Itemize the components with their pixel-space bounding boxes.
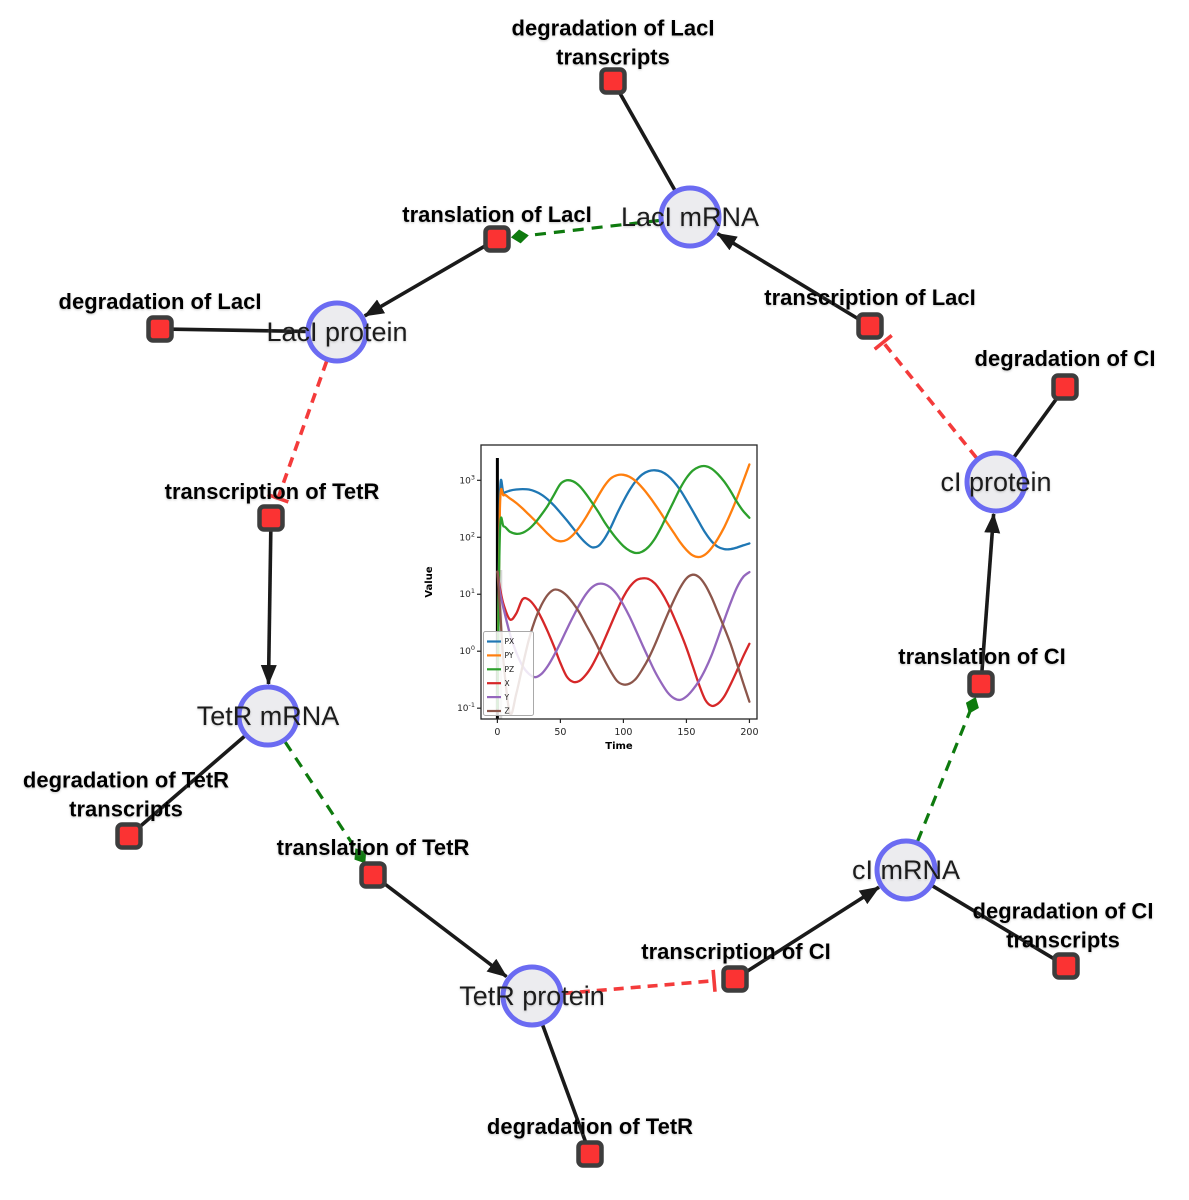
reaction-label-degradation-of-ci-transcripts: degradation of CI transcripts xyxy=(973,899,1154,953)
edge-tetr-mrna-to-degradation-of-tetr-transcripts-line xyxy=(137,734,246,829)
chart-x-ticklabel-100: 100 xyxy=(614,727,632,738)
edge-transcription-of-tetr-to-tetr-mrna-arrow xyxy=(260,530,277,686)
edge-ci-protein-to-transcription-of-laci-inhibition xyxy=(873,334,978,460)
chart-legend: PX PY PZ XYZ xyxy=(483,631,534,716)
chart-series-X xyxy=(496,570,751,708)
reaction-node-degradation-of-laci-transcripts[interactable] xyxy=(599,67,627,95)
edge-laci-mrna-to-translation-of-laci-modifier xyxy=(510,218,660,244)
chart-series-PY xyxy=(496,463,751,710)
svg-text:PX: PX xyxy=(505,637,515,646)
chart-x-ticklabel-200: 200 xyxy=(740,727,758,738)
species-label-laci-protein: LacI protein xyxy=(266,317,407,347)
edge-tetr-mrna-to-translation-of-tetr-modifier xyxy=(283,740,367,864)
species-node-laci-protein[interactable] xyxy=(305,300,369,364)
edge-transcription-of-laci-to-laci-mrna-arrow xyxy=(716,232,860,321)
reaction-label-degradation-of-ci: degradation of CI xyxy=(975,346,1156,371)
edge-tetr-protein-to-degradation-of-tetr-line xyxy=(540,1024,588,1143)
reaction-label-degradation-of-tetr-transcripts: degradation of TetR transcripts xyxy=(23,768,229,822)
edge-translation-of-tetr-to-tetr-protein-arrow xyxy=(382,881,508,979)
chart-x-ticklabel-0: 0 xyxy=(494,727,500,738)
chart-y-ticklabel-1e3: 103 xyxy=(459,473,475,486)
legend-entry-Y: Y xyxy=(487,693,510,702)
species-node-laci-mrna[interactable] xyxy=(658,185,722,249)
chart-xlabel: Time xyxy=(605,741,633,752)
edge-ci-mrna-to-translation-of-ci-modifier xyxy=(916,696,979,842)
nodes-layer xyxy=(115,67,1080,1168)
chart-series-PX xyxy=(496,469,751,710)
legend-entry-Z: Z xyxy=(487,707,510,716)
reaction-node-transcription-of-tetr[interactable] xyxy=(257,504,285,532)
reaction-label-transcription-of-ci: transcription of CI xyxy=(641,939,830,964)
chart-series-Z xyxy=(496,570,751,716)
chart-x-ticklabel-150: 150 xyxy=(677,727,695,738)
labels-layer: LacI mRNA LacI protein TetR mRNA TetR prote… xyxy=(23,16,1156,1140)
chart-y-ticklabel-1e-1: 10-1 xyxy=(457,701,475,714)
inset-timecourse-chart: 0 50 100 150 20010-1100101102103TimeValuePXP… xyxy=(424,444,759,752)
reaction-label-degradation-of-tetr: degradation of TetR xyxy=(487,1114,693,1139)
reaction-node-degradation-of-ci[interactable] xyxy=(1051,373,1079,401)
legend-entry-X: X xyxy=(487,679,510,688)
reaction-label-translation-of-ci: translation of CI xyxy=(898,644,1065,669)
edge-laci-protein-to-degradation-of-laci-line xyxy=(172,327,307,334)
species-node-ci-protein[interactable] xyxy=(964,450,1028,514)
edge-ci-protein-to-degradation-of-ci-line xyxy=(1012,396,1059,458)
legend-entry-PY: PY xyxy=(487,651,514,660)
edge-translation-of-ci-to-ci-protein-arrow xyxy=(980,512,1001,672)
species-label-tetr-mrna: TetR mRNA xyxy=(197,701,340,731)
reaction-label-degradation-of-laci: degradation of LacI xyxy=(59,289,262,314)
reaction-node-degradation-of-tetr-transcripts[interactable] xyxy=(115,822,143,850)
svg-text:Y: Y xyxy=(504,693,510,702)
species-label-ci-protein: cI protein xyxy=(940,467,1051,497)
reaction-node-degradation-of-ci-transcripts[interactable] xyxy=(1052,952,1080,980)
chart-y-ticklabel-1e2: 102 xyxy=(459,530,475,543)
chart-y-ticklabel-1e1: 101 xyxy=(459,587,475,600)
svg-text:PY: PY xyxy=(505,651,514,660)
svg-text:Z: Z xyxy=(505,707,510,716)
reaction-label-transcription-of-laci: transcription of LacI xyxy=(764,285,975,310)
reaction-node-translation-of-tetr[interactable] xyxy=(359,861,387,889)
edge-translation-of-laci-to-laci-protein-arrow xyxy=(363,243,487,318)
reaction-label-translation-of-tetr: translation of TetR xyxy=(277,835,470,860)
reaction-label-degradation-of-laci-transcripts: degradation of LacI transcripts xyxy=(512,16,715,70)
chart-series-Y xyxy=(496,570,751,702)
chart-x-ticklabel-50: 50 xyxy=(554,727,566,738)
edge-transcription-of-ci-to-ci-mrna-arrow xyxy=(744,885,880,974)
chart-legend-box xyxy=(483,631,534,716)
svg-text:X: X xyxy=(505,679,510,688)
reaction-node-transcription-of-ci[interactable] xyxy=(721,965,749,993)
legend-entry-PX: PX xyxy=(487,637,514,646)
species-node-tetr-protein[interactable] xyxy=(500,964,564,1028)
species-label-tetr-protein: TetR protein xyxy=(459,981,605,1011)
reaction-node-translation-of-laci[interactable] xyxy=(483,225,511,253)
chart-series-PZ xyxy=(496,464,751,710)
reaction-node-degradation-of-tetr[interactable] xyxy=(576,1140,604,1168)
reaction-node-translation-of-ci[interactable] xyxy=(967,670,995,698)
chart-ylabel: Value xyxy=(424,566,435,597)
reaction-node-transcription-of-laci[interactable] xyxy=(856,312,884,340)
species-label-ci-mrna: cI mRNA xyxy=(852,855,960,885)
edge-laci-mrna-to-degradation-of-laci-transcripts-line xyxy=(617,91,677,191)
edge-tetr-protein-to-transcription-of-ci-inhibition xyxy=(562,969,717,996)
reaction-label-translation-of-laci: translation of LacI xyxy=(402,202,591,227)
chart-axes-spines xyxy=(480,444,758,720)
svg-text:PZ: PZ xyxy=(505,665,515,674)
legend-entry-PZ: PZ xyxy=(487,665,514,674)
reaction-label-transcription-of-tetr: transcription of TetR xyxy=(165,479,380,504)
reaction-node-degradation-of-laci[interactable] xyxy=(146,315,174,343)
species-label-laci-mrna: LacI mRNA xyxy=(621,202,759,232)
edge-ci-mrna-to-degradation-of-ci-transcripts-line xyxy=(931,884,1056,961)
chart-y-ticklabel-1e0: 100 xyxy=(459,644,475,657)
species-node-tetr-mrna[interactable] xyxy=(236,684,300,748)
species-node-ci-mrna[interactable] xyxy=(874,838,938,902)
edges-layer xyxy=(137,91,1059,1143)
edge-laci-protein-to-transcription-of-tetr-inhibition xyxy=(267,360,329,504)
